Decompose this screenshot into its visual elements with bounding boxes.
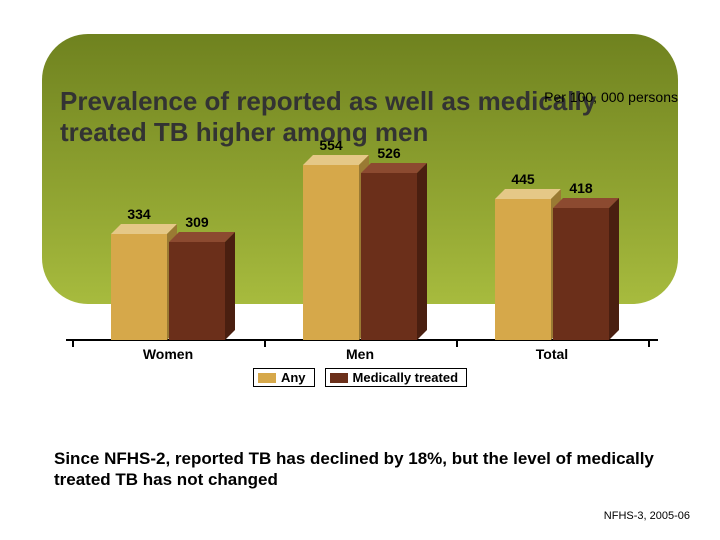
bar-group: 554526 <box>264 165 456 340</box>
footer-note: Since NFHS-2, reported TB has declined b… <box>54 448 666 491</box>
value-label: 418 <box>553 180 609 196</box>
value-label: 445 <box>495 171 551 187</box>
bar: 334 <box>111 234 167 340</box>
units-label: Per 100, 000 persons <box>544 89 678 105</box>
bar: 418 <box>553 208 609 340</box>
value-label: 334 <box>111 206 167 222</box>
bar-group: 445418 <box>456 199 648 340</box>
bar-group: 334309 <box>72 234 264 340</box>
bar: 554 <box>303 165 359 340</box>
category-label: Total <box>456 346 648 362</box>
value-label: 526 <box>361 145 417 161</box>
bar-chart: 334309554526445418 WomenMenTotalAnyMedic… <box>72 150 648 380</box>
plot-area: 334309554526445418 <box>72 150 648 340</box>
legend-label: Medically treated <box>353 370 459 385</box>
legend: Any Medically treated <box>72 368 648 387</box>
bar: 445 <box>495 199 551 340</box>
legend-swatch <box>258 373 276 383</box>
legend-label: Any <box>281 370 306 385</box>
bar: 526 <box>361 173 417 340</box>
legend-swatch <box>330 373 348 383</box>
bar: 309 <box>169 242 225 340</box>
category-label: Men <box>264 346 456 362</box>
value-label: 309 <box>169 214 225 230</box>
legend-item: Any <box>253 368 315 387</box>
legend-item: Medically treated <box>325 368 468 387</box>
source-label: NFHS-3, 2005-06 <box>604 510 690 522</box>
category-label: Women <box>72 346 264 362</box>
